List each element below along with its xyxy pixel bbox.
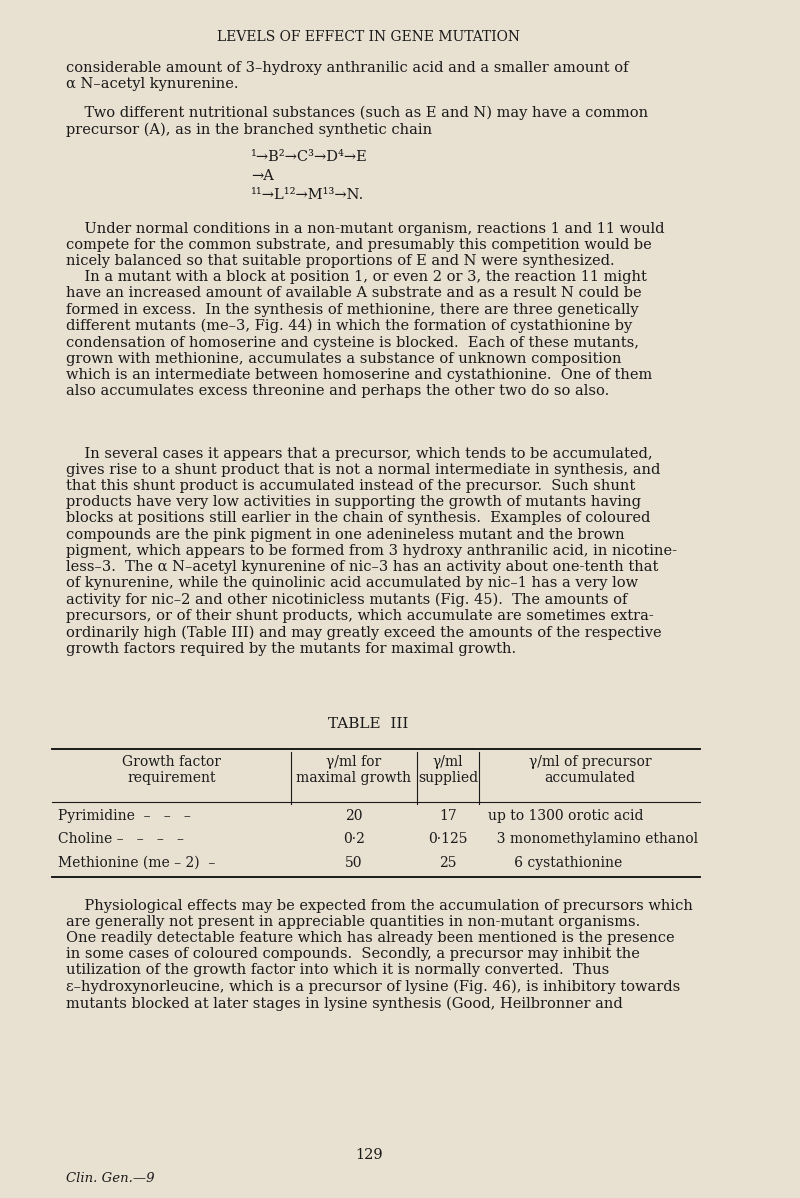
Text: 25: 25 <box>439 855 457 870</box>
Text: up to 1300 orotic acid: up to 1300 orotic acid <box>488 809 644 823</box>
Text: ¹¹→L¹²→M¹³→N.: ¹¹→L¹²→M¹³→N. <box>250 188 364 201</box>
Text: 50: 50 <box>345 855 362 870</box>
Text: TABLE  III: TABLE III <box>329 716 409 731</box>
Text: In several cases it appears that a precursor, which tends to be accumulated,
giv: In several cases it appears that a precu… <box>66 447 678 657</box>
Text: 17: 17 <box>439 809 457 823</box>
Text: 0·125: 0·125 <box>428 833 468 847</box>
Text: γ/ml of precursor
accumulated: γ/ml of precursor accumulated <box>529 755 651 785</box>
Text: 20: 20 <box>345 809 362 823</box>
Text: Methionine (me – 2)  –: Methionine (me – 2) – <box>58 855 215 870</box>
Text: 129: 129 <box>355 1148 382 1162</box>
Text: LEVELS OF EFFECT IN GENE MUTATION: LEVELS OF EFFECT IN GENE MUTATION <box>217 30 520 44</box>
Text: 0·2: 0·2 <box>343 833 365 847</box>
Text: Two different nutritional substances (such as E and N) may have a common
precurs: Two different nutritional substances (su… <box>66 107 649 137</box>
Text: ¹→B²→C³→D⁴→E: ¹→B²→C³→D⁴→E <box>250 150 367 164</box>
Text: Pyrimidine  –   –   –: Pyrimidine – – – <box>58 809 190 823</box>
Text: γ/ml for
maximal growth: γ/ml for maximal growth <box>297 755 411 785</box>
Text: Choline –   –   –   –: Choline – – – – <box>58 833 183 847</box>
Text: considerable amount of 3–hydroxy anthranilic acid and a smaller amount of
α N–ac: considerable amount of 3–hydroxy anthran… <box>66 61 629 91</box>
Text: Growth factor
requirement: Growth factor requirement <box>122 755 221 785</box>
Text: Under normal conditions in a non-mutant organism, reactions 1 and 11 would
compe: Under normal conditions in a non-mutant … <box>66 222 665 398</box>
Text: →A: →A <box>250 169 274 183</box>
Text: Clin. Gen.—9: Clin. Gen.—9 <box>66 1172 155 1185</box>
Text: 6 cystathionine: 6 cystathionine <box>488 855 622 870</box>
Text: γ/ml
supplied: γ/ml supplied <box>418 755 478 785</box>
Text: Physiological effects may be expected from the accumulation of precursors which
: Physiological effects may be expected fr… <box>66 898 694 1011</box>
Text: 3 monomethylamino ethanol: 3 monomethylamino ethanol <box>488 833 698 847</box>
